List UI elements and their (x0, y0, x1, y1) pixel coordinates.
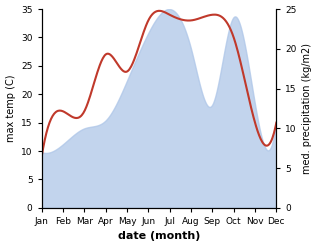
X-axis label: date (month): date (month) (118, 231, 200, 242)
Y-axis label: med. precipitation (kg/m2): med. precipitation (kg/m2) (302, 43, 313, 174)
Y-axis label: max temp (C): max temp (C) (5, 75, 16, 142)
